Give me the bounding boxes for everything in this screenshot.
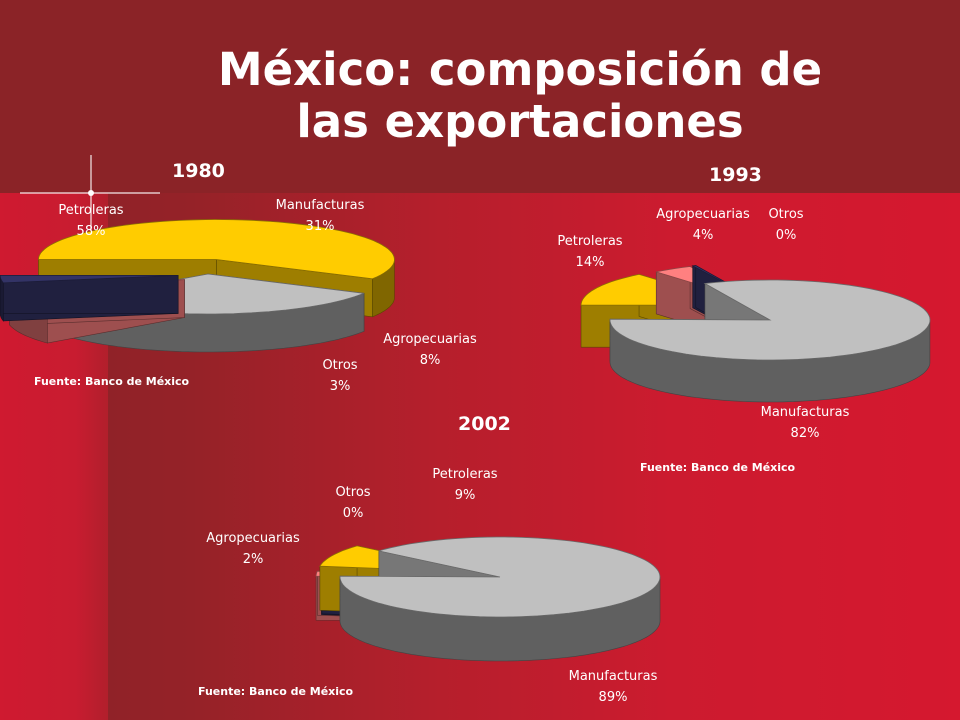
- value-label: 89%: [598, 690, 628, 705]
- label-1993-manufacturas: Manufacturas 82%: [740, 402, 870, 444]
- year-1980: 1980: [172, 160, 225, 182]
- category-label: Otros: [768, 207, 804, 222]
- category-label: Manufacturas: [760, 405, 850, 420]
- pie-1980: [0, 219, 395, 353]
- category-label: Agropecuarias: [383, 332, 477, 347]
- category-label: Agropecuarias: [656, 207, 750, 222]
- pie-charts: [0, 219, 931, 662]
- category-label: Manufacturas: [275, 198, 365, 213]
- value-label: 2%: [242, 552, 264, 567]
- category-label: Petroleras: [557, 234, 623, 249]
- value-label: 9%: [454, 488, 476, 503]
- source-1993: Fuente: Banco de México: [640, 461, 796, 474]
- pie-slice: [0, 274, 179, 322]
- source-1980: Fuente: Banco de México: [34, 375, 190, 388]
- label-1993-agropecuarias: Agropecuarias 4%: [643, 204, 763, 246]
- value-label: 58%: [76, 224, 106, 239]
- label-2002-petroleras: Petroleras 9%: [417, 464, 513, 506]
- label-1980-manufacturas: Manufacturas 31%: [260, 195, 380, 237]
- sparkle-icon: [20, 155, 160, 230]
- header-band: [0, 0, 960, 193]
- title-line-2: las exportaciones: [296, 95, 744, 148]
- label-2002-manufacturas: Manufacturas 89%: [548, 666, 678, 708]
- label-2002-agropecuarias: Agropecuarias 2%: [193, 528, 313, 570]
- pie-2002: [315, 536, 661, 662]
- pie-slice: [339, 536, 661, 662]
- label-1993-otros: Otros 0%: [756, 204, 816, 246]
- value-label: 14%: [575, 255, 605, 270]
- category-label: Manufacturas: [568, 669, 658, 684]
- title-line-1: México: composición de: [217, 43, 823, 96]
- slide-title: México: composición de las exportaciones: [0, 44, 960, 148]
- category-label: Agropecuarias: [206, 531, 300, 546]
- label-1980-agropecuarias: Agropecuarias 8%: [370, 329, 490, 371]
- category-label: Petroleras: [58, 203, 124, 218]
- value-label: 4%: [692, 228, 714, 243]
- label-1980-otros: Otros 3%: [300, 355, 380, 397]
- value-label: 0%: [775, 228, 797, 243]
- label-2002-otros: Otros 0%: [318, 482, 388, 524]
- year-2002: 2002: [458, 413, 511, 435]
- value-label: 82%: [790, 426, 820, 441]
- pie-1993: [580, 264, 931, 403]
- label-1980-petroleras: Petroleras 58%: [36, 200, 146, 242]
- value-label: 8%: [419, 353, 441, 368]
- source-2002: Fuente: Banco de México: [198, 685, 354, 698]
- label-1993-petroleras: Petroleras 14%: [540, 231, 640, 273]
- value-label: 31%: [305, 219, 335, 234]
- value-label: 0%: [342, 506, 364, 521]
- pie-slice: [609, 279, 931, 403]
- value-label: 3%: [329, 379, 351, 394]
- category-label: Petroleras: [432, 467, 498, 482]
- category-label: Otros: [335, 485, 371, 500]
- category-label: Otros: [322, 358, 358, 373]
- year-1993: 1993: [709, 164, 762, 186]
